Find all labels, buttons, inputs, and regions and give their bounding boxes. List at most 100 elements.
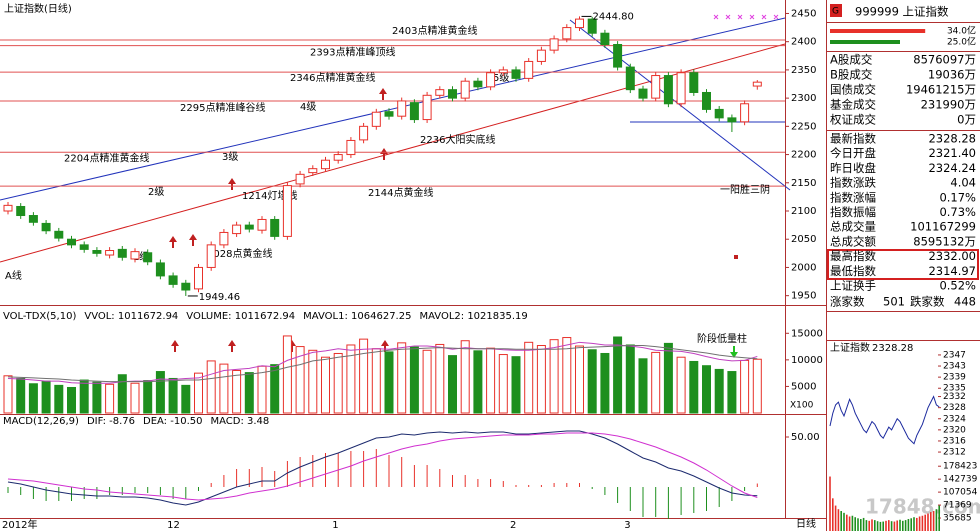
quote-label: B股成交 <box>830 68 873 82</box>
y-tick-label: 2320 <box>943 425 966 435</box>
candle-body <box>460 80 470 99</box>
volume-bar <box>613 336 623 414</box>
volume-bar <box>232 369 242 414</box>
candle-body <box>435 89 445 96</box>
panel-header: DEA: -10.50 <box>143 416 202 427</box>
candle-body <box>67 238 76 246</box>
quote-value: 19036万 <box>928 68 976 82</box>
candle-body <box>308 168 318 174</box>
extreme-label: 2444.80 <box>593 11 634 22</box>
volume-bar <box>422 349 432 414</box>
y-tick-label: 2324 <box>943 414 966 424</box>
volume-bar <box>41 380 51 414</box>
candle-body <box>270 218 280 237</box>
volume-bar <box>130 382 140 414</box>
volume-bar <box>740 359 750 414</box>
volume-bar <box>752 358 762 414</box>
candle-body <box>651 75 661 99</box>
highlight-box <box>827 249 979 280</box>
volume-bar <box>3 375 13 414</box>
candle-body <box>206 244 216 268</box>
dif-line <box>7 430 758 506</box>
volume-bar <box>435 343 445 414</box>
candle-body <box>384 111 394 117</box>
quote-label: 国债成交 <box>830 83 876 97</box>
volume-bar <box>524 341 534 414</box>
y-tick-label: 2343 <box>943 362 966 372</box>
panel-header: MAVOL2: 1021835.19 <box>419 311 527 322</box>
volume-bar <box>194 372 203 414</box>
y-tick-label: 2300 <box>791 93 816 104</box>
quote-value: 2328.28 <box>928 132 976 146</box>
volume-bar <box>359 338 369 414</box>
badge: G <box>832 7 839 17</box>
candle-body <box>409 102 419 121</box>
quote-value: 4.04 <box>950 176 976 190</box>
tab[interactable]: 日线 <box>796 517 816 530</box>
candle-body <box>333 154 343 161</box>
candle-body <box>587 18 597 34</box>
arrow-down <box>730 346 738 358</box>
volume-bar <box>727 371 737 414</box>
level-label: 2346点精准黄金线 <box>290 71 375 84</box>
y-tick-label: 2328 <box>943 403 966 413</box>
candle-body <box>536 49 546 62</box>
volume-bar <box>16 377 26 414</box>
candle-body <box>105 250 115 256</box>
annotation: 阶段低量柱 <box>697 332 747 345</box>
candle-body <box>473 80 483 88</box>
volume-bar <box>486 347 496 414</box>
y-tick-label: 2335 <box>943 384 966 394</box>
vol-tick-label: 71369 <box>943 501 972 511</box>
quote-label: 总成交额 <box>830 234 876 248</box>
candle-body <box>714 108 724 119</box>
quote-label: 权证成交 <box>830 113 876 127</box>
candle-body <box>486 72 496 88</box>
quote-value: 8595132万 <box>913 234 976 248</box>
candle-body <box>143 252 153 263</box>
level-label: 2393点精准峰顶线 <box>310 46 395 59</box>
vol-tick-label: 142739 <box>943 475 978 485</box>
y-tick-label: 2332 <box>943 392 966 402</box>
y-tick-label: 2050 <box>791 234 816 245</box>
panel-header: MAVOL1: 1064627.25 <box>303 311 411 322</box>
panel-header: MACD(12,26,9) <box>3 416 79 427</box>
intraday-last: 2328.28 <box>872 343 913 354</box>
volume-bar <box>460 340 470 414</box>
volume-bar <box>181 384 191 414</box>
candle-body <box>752 81 762 87</box>
volume-bar <box>206 360 216 414</box>
volume-bar <box>448 355 457 414</box>
annotation: 4级 <box>300 101 316 113</box>
volume-bar <box>600 352 610 414</box>
x-tick-label: 2012年 <box>2 518 37 531</box>
volume-bar <box>155 371 165 414</box>
candle-body <box>295 173 305 185</box>
volume-bar <box>270 364 280 414</box>
quote-value: 8576097万 <box>913 53 976 67</box>
candle-body <box>244 224 254 230</box>
annotation: A线 <box>5 269 22 282</box>
volume-bar <box>79 379 89 414</box>
level-label: 2204点精准黄金线 <box>64 151 149 164</box>
cross-markers <box>713 14 779 20</box>
volume-bar <box>651 351 661 414</box>
extreme-label: 1949.46 <box>199 292 240 303</box>
panel-header: VOLUME: 1011672.94 <box>186 311 295 322</box>
vol-tick-label: 107054 <box>943 488 978 498</box>
candle-body <box>600 32 610 46</box>
candle-body <box>155 262 165 277</box>
candle-body <box>727 117 737 123</box>
volume-bar <box>54 384 64 414</box>
volume-bar <box>397 342 407 414</box>
candle-body <box>359 125 369 141</box>
candle-body <box>346 139 356 156</box>
volume-bar <box>575 345 584 414</box>
annotation: 2028点黄金线 <box>207 247 272 260</box>
level-label: 2295点精准峰谷线 <box>180 101 265 114</box>
candle-body <box>689 72 699 93</box>
unit-label: X100 <box>790 401 814 411</box>
breadth-value: 501 <box>883 295 905 309</box>
x-tick-label: 12 <box>167 520 180 531</box>
candle-body <box>181 282 191 291</box>
